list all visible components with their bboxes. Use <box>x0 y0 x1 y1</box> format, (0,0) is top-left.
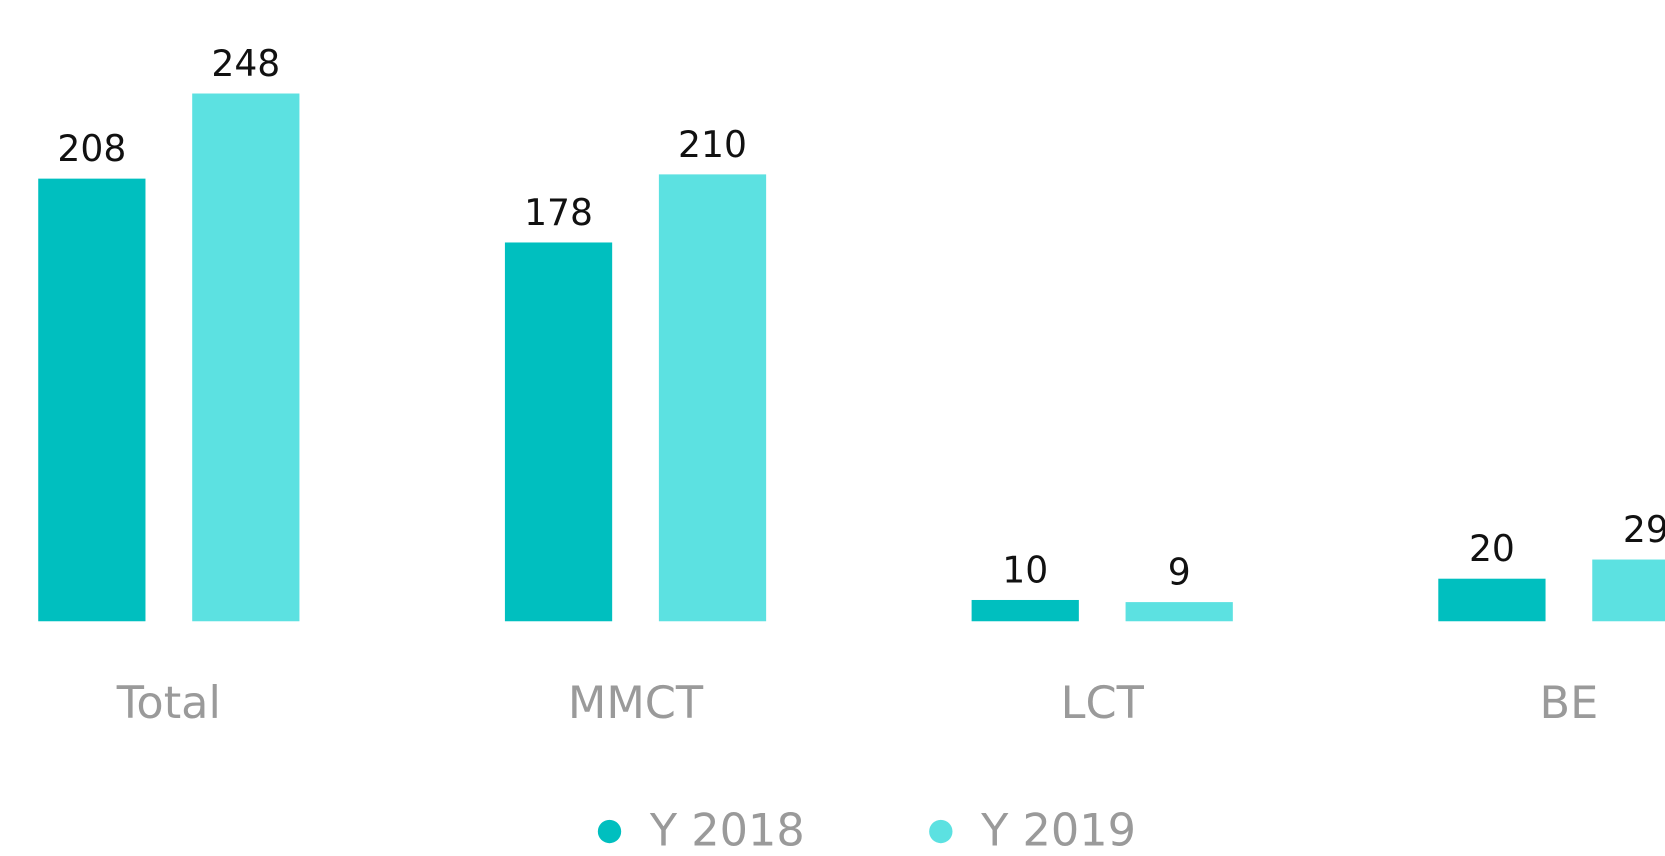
data-label: 29 <box>1623 508 1665 551</box>
data-label: 9 <box>1168 550 1191 593</box>
data-label: 20 <box>1469 527 1515 570</box>
legend-marker <box>597 819 622 844</box>
bar <box>1592 559 1665 622</box>
data-label: 248 <box>211 42 280 85</box>
data-label: 208 <box>57 127 126 170</box>
data-label: 178 <box>524 191 593 234</box>
data-label: 210 <box>678 123 747 166</box>
bar <box>192 93 300 622</box>
x-tick-label: MMCT <box>568 677 704 729</box>
data-label: 10 <box>1002 548 1048 591</box>
x-tick-label: Total <box>116 677 221 729</box>
x-tick-label: BE <box>1540 677 1599 729</box>
legend-label: Y 2018 <box>649 805 805 856</box>
bar <box>658 174 767 622</box>
x-tick-label: LCT <box>1061 677 1145 729</box>
bar <box>504 242 613 622</box>
legend-label: Y 2019 <box>980 805 1136 856</box>
bar <box>971 599 1079 622</box>
bar <box>1438 578 1546 622</box>
legend-marker <box>929 819 953 844</box>
bar <box>1125 602 1233 622</box>
bar <box>38 178 146 622</box>
